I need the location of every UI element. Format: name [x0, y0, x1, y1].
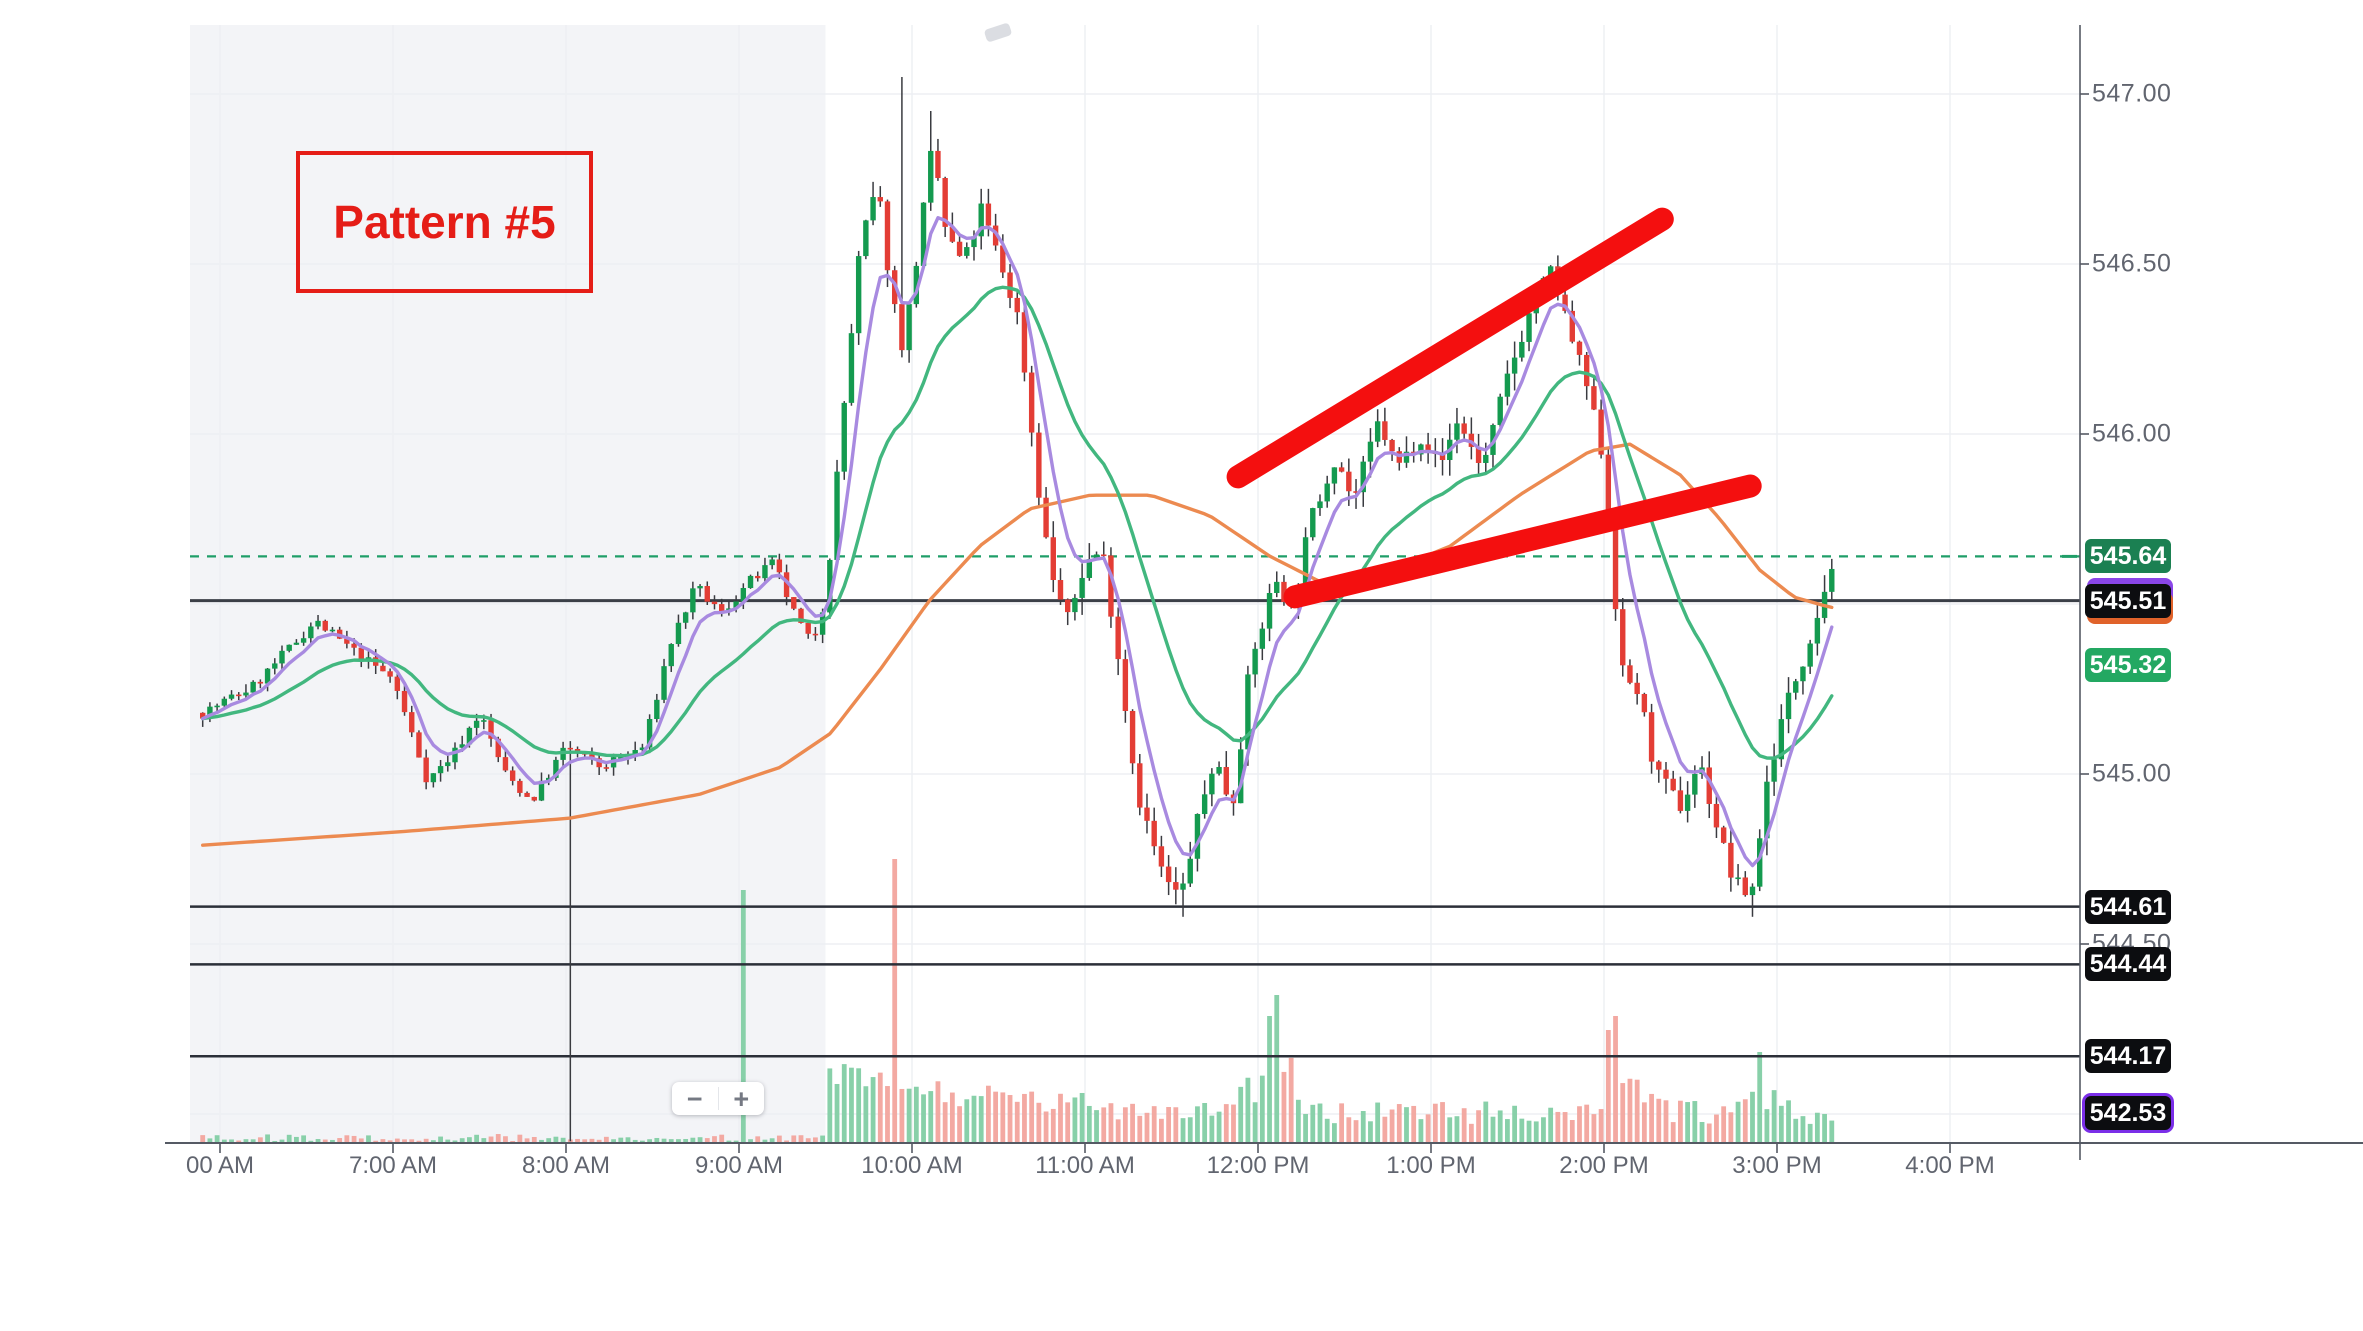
price-axis-tick-label: 546.50: [2092, 249, 2172, 278]
pattern-annotation-box: Pattern #5: [296, 151, 593, 293]
price-badge: 545.64: [2085, 539, 2171, 574]
zoom-out-button[interactable]: −: [672, 1082, 718, 1115]
price-badge: 545.51: [2085, 583, 2171, 618]
time-axis-tick-label: 3:00 PM: [1732, 1152, 1822, 1179]
price-badge: 542.53: [2085, 1096, 2171, 1130]
price-axis-tick-label: 547.00: [2092, 79, 2172, 108]
chart-zoom-control: − +: [672, 1082, 764, 1115]
time-axis-tick-label: 4:00 PM: [1905, 1152, 1995, 1179]
chart-canvas[interactable]: [0, 0, 2363, 1181]
time-axis-tick-label: 9:00 AM: [694, 1152, 784, 1179]
price-axis-tick-label: 545.00: [2092, 759, 2172, 788]
time-axis-tick-label: 1:00 PM: [1386, 1152, 1476, 1179]
time-axis-tick-label: 12:00 PM: [1206, 1152, 1310, 1179]
zoom-divider: [717, 1087, 719, 1110]
time-axis-tick-label: 10:00 AM: [861, 1152, 963, 1179]
zoom-in-button[interactable]: +: [719, 1082, 765, 1115]
price-badge: 545.32: [2085, 648, 2171, 683]
upper-red-trendline: [1226, 207, 1674, 489]
time-axis-tick-label: 2:00 PM: [1559, 1152, 1649, 1179]
pattern-label: Pattern #5: [333, 196, 556, 248]
time-axis-tick-label: 8:00 AM: [521, 1152, 611, 1179]
price-badge: 544.17: [2085, 1039, 2171, 1074]
time-axis-tick-label: 11:00 AM: [1035, 1152, 1135, 1179]
lower-red-trendline: [1283, 474, 1762, 609]
footer-social-bar: ♪ ♪ ♪ @The.Trading.Tutor the_trading_tut…: [0, 1180, 2363, 1331]
time-axis-tick-label: 7:00 AM: [348, 1152, 438, 1179]
premarket-session-band: [190, 25, 826, 1143]
price-axis-tick-label: 546.00: [2092, 419, 2172, 448]
price-badge: 544.44: [2085, 947, 2171, 982]
time-axis-tick-label: 00 AM: [185, 1152, 255, 1179]
price-badge: 544.61: [2085, 889, 2171, 924]
